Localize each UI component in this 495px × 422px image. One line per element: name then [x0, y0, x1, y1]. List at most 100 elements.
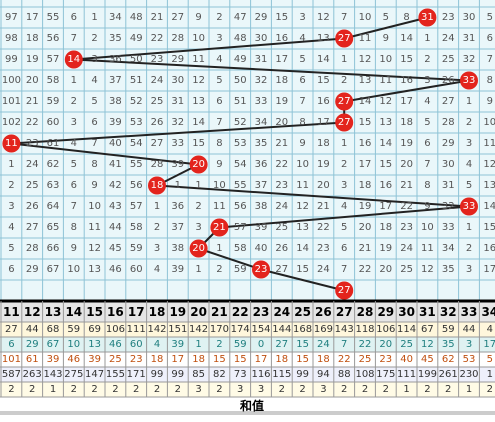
- cell-number: 33: [171, 138, 184, 149]
- cell-number: 2: [216, 12, 222, 23]
- column-header: 27: [336, 305, 353, 319]
- cell-number: 21: [359, 243, 372, 254]
- cell-number: 7: [216, 117, 222, 128]
- cell-number: 9: [91, 180, 97, 191]
- cell-number: 10: [296, 159, 309, 170]
- stats-cell: 142: [147, 324, 166, 335]
- stats-cell: 275: [64, 369, 83, 380]
- cell-number: 5: [216, 75, 222, 86]
- cell-number: 39: [109, 117, 122, 128]
- stats-cell: 46: [67, 354, 80, 365]
- cell-number: 27: [275, 264, 288, 275]
- cell-number: 8: [487, 75, 493, 86]
- cell-number: 30: [442, 159, 455, 170]
- cell-number: 16: [359, 138, 372, 149]
- cell-number: 3: [8, 201, 14, 212]
- cell-number: 11: [421, 243, 434, 254]
- cells: 97 17 55 6 1 34 48 21 27 9 2 47 29 15 3 12 7 10 5 8 31 23 30 59…: [2, 8, 495, 300]
- trend-line: [73, 37, 345, 61]
- stats-cell: 67: [47, 339, 60, 350]
- column-header: 28: [357, 305, 374, 319]
- cell-number: 9: [216, 159, 222, 170]
- cell-number: 27: [442, 96, 455, 107]
- cell-number: 3: [195, 222, 201, 233]
- cell-number: 17: [483, 264, 495, 275]
- cell-number: 64: [47, 201, 60, 212]
- cell-number: 5: [91, 96, 97, 107]
- cell-number: 28: [171, 33, 184, 44]
- cell-number: 55: [234, 180, 247, 191]
- trend-line: [344, 79, 470, 103]
- cell-number: 3: [216, 33, 222, 44]
- cell-number: 2: [195, 201, 201, 212]
- stats-cell: 2: [112, 384, 118, 395]
- stats-cell: 53: [463, 354, 476, 365]
- cell-number: 35: [109, 33, 122, 44]
- cell-number: 24: [26, 159, 39, 170]
- cell-number: 32: [463, 54, 476, 65]
- stats-cell: 115: [272, 369, 291, 380]
- stats-cell: 2: [175, 384, 181, 395]
- stats-cell: 39: [47, 354, 60, 365]
- cell-number: 49: [130, 33, 143, 44]
- column-header: 34: [481, 305, 495, 319]
- stats-cell: 7: [341, 339, 347, 350]
- cell-number: 24: [442, 33, 455, 44]
- cell-number: 39: [171, 159, 184, 170]
- cell-number: 47: [234, 12, 247, 23]
- cell-number: 21: [26, 96, 39, 107]
- cell-number: 31: [463, 33, 476, 44]
- cell-number: 67: [47, 264, 60, 275]
- cell-number: 19: [26, 54, 39, 65]
- stats-cell: 2: [299, 384, 305, 395]
- cell-number: 15: [379, 159, 392, 170]
- cell-number: 10: [88, 201, 101, 212]
- stats-cell: 22: [359, 339, 372, 350]
- stats-table: 11 12 13 14 15 16 17 18 19 20 21 22 23 24 25 26 27 28 29 30…: [0, 299, 495, 415]
- stats-cell: 17: [171, 354, 184, 365]
- stats-cell: 170: [210, 324, 229, 335]
- cell-number: 37: [109, 75, 122, 86]
- cell-number: 50: [130, 54, 143, 65]
- cell-number: 5: [424, 117, 430, 128]
- cell-number: 102: [2, 117, 21, 128]
- trend-line: [198, 247, 262, 271]
- ball-number: 33: [463, 201, 476, 212]
- column-header: 17: [128, 305, 145, 319]
- cell-number: 13: [359, 75, 372, 86]
- cell-number: 23: [442, 12, 455, 23]
- cell-number: 34: [442, 243, 455, 254]
- stats-cell: 60: [130, 339, 143, 350]
- cell-number: 14: [296, 243, 309, 254]
- cell-number: 55: [47, 12, 60, 23]
- trend-line: [260, 268, 345, 292]
- cell-number: 1: [341, 138, 347, 149]
- cell-number: 20: [400, 159, 413, 170]
- stats-cell: 44: [26, 324, 39, 335]
- cell-number: 39: [255, 222, 268, 233]
- ball: [335, 281, 354, 300]
- stats-cell: 62: [442, 354, 455, 365]
- stats-cell: 88: [338, 369, 351, 380]
- cell-number: 30: [171, 75, 184, 86]
- stats-cell: 230: [459, 369, 478, 380]
- cell-number: 18: [26, 33, 39, 44]
- cell-number: 6: [216, 96, 222, 107]
- stats-cell: 5: [487, 354, 493, 365]
- cell-number: 14: [317, 54, 330, 65]
- cell-number: 38: [171, 243, 184, 254]
- column-header: 21: [211, 305, 228, 319]
- stats-cell: 15: [296, 339, 309, 350]
- cell-number: 18: [379, 222, 392, 233]
- cell-number: 36: [255, 159, 268, 170]
- cell-number: 58: [47, 75, 60, 86]
- cell-number: 28: [26, 243, 39, 254]
- cell-number: 12: [483, 159, 495, 170]
- cell-number: 7: [341, 12, 347, 23]
- cell-number: 11: [359, 33, 372, 44]
- stats-cell: 175: [376, 369, 395, 380]
- stats-cell: 3: [320, 384, 326, 395]
- cell-number: 63: [47, 180, 60, 191]
- stats-cell: 27: [275, 339, 288, 350]
- cell-number: 10: [192, 33, 205, 44]
